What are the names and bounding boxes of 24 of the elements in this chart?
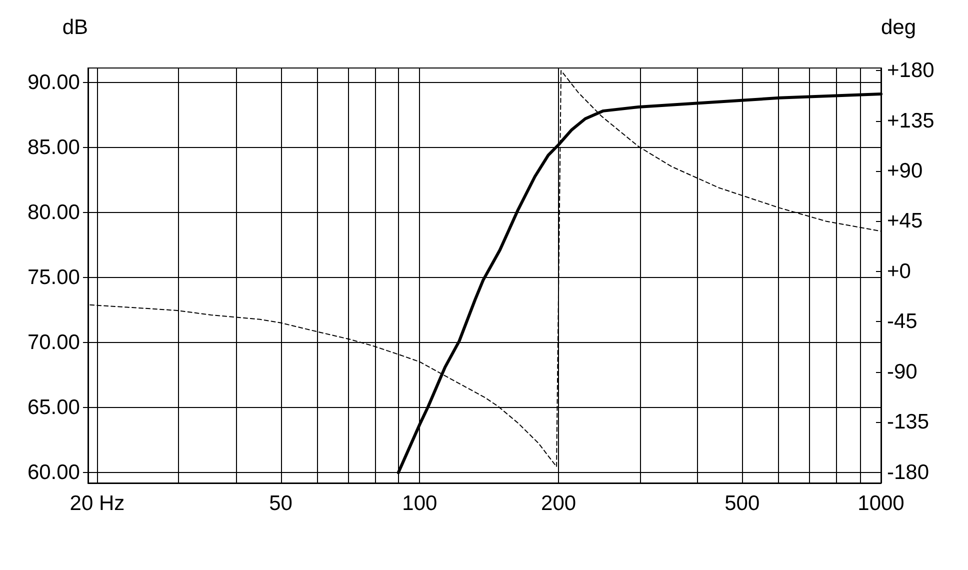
y2-tick-label: +180 bbox=[887, 59, 934, 82]
x-tick-label: 20 Hz bbox=[70, 492, 125, 515]
x-tick-label: 100 bbox=[402, 492, 438, 515]
y-tick-label: 90.00 bbox=[27, 70, 80, 94]
y2-axis-title: deg bbox=[881, 16, 916, 39]
x-tick-label: 1000 bbox=[858, 492, 904, 515]
y2-tick-label: -135 bbox=[887, 410, 930, 434]
y-tick-label: 70.00 bbox=[27, 331, 80, 354]
y2-tick-label: -45 bbox=[887, 310, 918, 334]
y2-tick-label: +0 bbox=[887, 260, 911, 283]
x-tick-label: 50 bbox=[269, 492, 292, 515]
y2-tick-label: -180 bbox=[887, 460, 930, 484]
y-axis-title: dB bbox=[62, 16, 88, 39]
y-tick-label: 85.00 bbox=[27, 136, 80, 159]
y-tick-label: 75.00 bbox=[27, 266, 80, 289]
y-tick-label: 80.00 bbox=[27, 200, 80, 224]
y2-tick-label: -90 bbox=[887, 360, 918, 384]
x-tick-label: 500 bbox=[724, 492, 760, 515]
y-tick-label: 65.00 bbox=[27, 396, 80, 420]
y2-tick-label: +45 bbox=[887, 210, 923, 233]
y2-tick-label: +90 bbox=[887, 159, 923, 182]
y-tick-label: 60.00 bbox=[27, 461, 80, 484]
y2-tick-label: +135 bbox=[887, 109, 934, 132]
x-tick-label: 200 bbox=[541, 492, 576, 515]
